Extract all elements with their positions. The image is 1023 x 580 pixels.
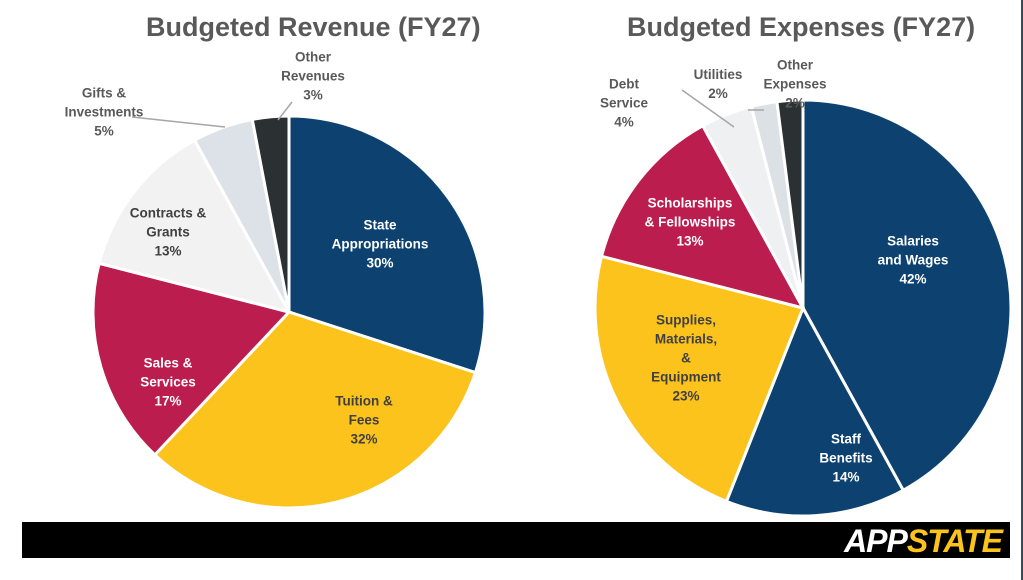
data-label: Supplies, Materials, & Equipment 23% [651, 312, 721, 404]
slice-0-3 [97, 138, 292, 315]
data-label: Staff Benefits 14% [819, 431, 873, 485]
slice-1-3 [599, 123, 806, 311]
revenue-title: Budgeted Revenue (FY27) [146, 12, 481, 42]
expenses-title: Budgeted Expenses (FY27) [627, 12, 976, 42]
data-label: Other Expenses 2% [763, 57, 827, 111]
footer-bar: APPSTATE [22, 522, 1010, 559]
data-label: State Appropriations 30% [331, 217, 429, 271]
data-label: Contracts & Grants 13% [129, 205, 207, 259]
data-label: Scholarships & Fellowships 13% [644, 195, 736, 249]
data-label: Sales & Services 17% [140, 355, 196, 409]
data-label: Other Revenues 3% [281, 49, 345, 103]
appstate-logo: APPSTATE [844, 523, 1003, 559]
slice-0-1 [152, 310, 478, 510]
slice-0-5 [250, 114, 291, 313]
data-label: Tuition & Fees 32% [335, 393, 393, 447]
data-label: Utilities 2% [693, 67, 743, 101]
leader-line [681, 89, 735, 128]
slice-1-1 [724, 304, 906, 518]
slice-1-2 [593, 254, 806, 504]
slice-1-6 [775, 98, 805, 309]
data-label: Gifts & Investments 5% [64, 85, 144, 139]
leader-line [131, 116, 226, 128]
data-label: Salaries and Wages 42% [877, 233, 949, 287]
window-edge [1021, 0, 1023, 580]
slice-0-0 [287, 114, 487, 375]
leader-line [277, 101, 293, 121]
slice-1-0 [801, 98, 1013, 493]
data-label: Debt Service 4% [599, 76, 649, 130]
slice-0-2 [91, 261, 292, 457]
